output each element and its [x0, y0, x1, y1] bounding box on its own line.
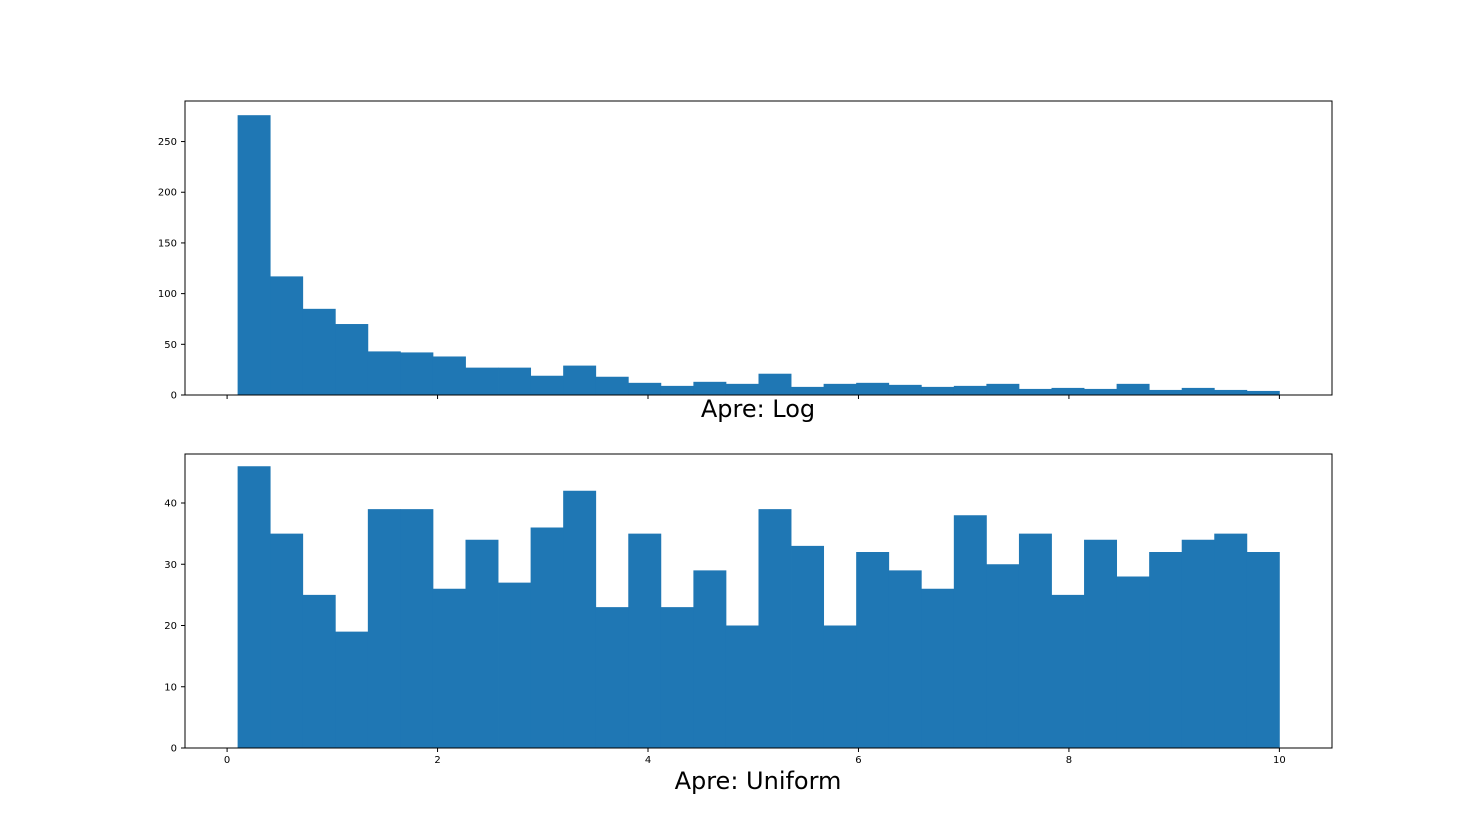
y-tick-label: 100	[158, 289, 177, 300]
histogram-bar	[791, 545, 825, 749]
histogram-bar	[595, 607, 629, 749]
histogram-bar	[270, 533, 304, 749]
y-tick-label: 0	[171, 391, 177, 402]
histogram-bar	[530, 527, 564, 748]
axes-frame	[184, 453, 1333, 749]
y-tick-label: 0	[171, 744, 177, 755]
histogram-bar	[758, 373, 792, 395]
histogram-bar	[1051, 594, 1085, 749]
histogram-bar	[1116, 576, 1150, 748]
histogram-bar	[725, 383, 759, 395]
histogram-bar	[1018, 533, 1052, 749]
histogram-bar	[791, 386, 825, 395]
histogram-bar	[367, 351, 401, 395]
y-tick-label: 200	[158, 188, 177, 199]
histogram-bar	[465, 367, 499, 395]
histogram-bar	[1246, 390, 1280, 395]
histogram-bar	[921, 386, 955, 395]
y-tick-label: 250	[158, 137, 177, 148]
histogram-bar	[432, 356, 466, 395]
histogram-bar	[953, 515, 987, 748]
x-tick-label: 4	[645, 755, 651, 766]
histogram-bar	[400, 509, 434, 749]
histogram-bar	[400, 352, 434, 395]
x-tick-label: 6	[855, 755, 861, 766]
histogram-bar	[498, 582, 532, 749]
x-tick-label: 0	[224, 755, 230, 766]
y-tick-label: 30	[164, 560, 177, 571]
histogram-bar	[1149, 389, 1183, 395]
histogram-bar	[758, 509, 792, 749]
histogram-bar	[823, 625, 857, 748]
histogram-bar	[725, 625, 759, 748]
panel-title: Apre: Uniform	[675, 767, 842, 795]
bar-group	[237, 466, 1280, 749]
histogram-bar	[660, 385, 694, 395]
histogram-bar	[498, 367, 532, 395]
histogram-bar	[1149, 552, 1183, 748]
histogram-bar	[335, 631, 369, 749]
histogram-bar	[302, 594, 336, 749]
histogram-bar	[563, 490, 597, 748]
histogram-bar	[237, 115, 271, 395]
histogram-bar	[856, 382, 890, 395]
bar-group	[237, 115, 1280, 395]
y-axis: 0 50 100 150 200 250	[158, 137, 185, 402]
histogram-bar	[270, 276, 304, 395]
histogram-bar	[237, 466, 271, 748]
histogram-bar	[888, 384, 922, 395]
histogram-bar	[628, 382, 662, 395]
histogram-bar	[1051, 387, 1085, 395]
histogram-panel-uniform: 0 10 20 30 40 0 2 4 6 8 10 Apre: Uniform	[164, 453, 1333, 795]
y-tick-label: 150	[158, 238, 177, 249]
y-axis: 0 10 20 30 40	[164, 499, 185, 755]
histogram-bar	[1018, 388, 1052, 395]
histogram-bar	[660, 607, 694, 749]
histogram-bar	[563, 365, 597, 395]
histogram-bar	[1214, 533, 1248, 749]
x-tick-label: 8	[1066, 755, 1072, 766]
histogram-bar	[823, 383, 857, 395]
histogram-bar	[432, 588, 466, 748]
y-tick-label: 50	[164, 340, 177, 351]
histogram-bar	[302, 308, 336, 395]
x-axis: 0 2 4 6 8 10	[224, 748, 1286, 766]
y-tick-label: 40	[164, 499, 177, 510]
axes-frame	[184, 100, 1333, 396]
histogram-bar	[693, 381, 727, 395]
x-tick-label: 10	[1273, 755, 1286, 766]
histogram-bar	[335, 324, 369, 395]
histogram-bar	[465, 539, 499, 748]
histogram-bar	[1246, 552, 1280, 748]
histogram-bar	[367, 509, 401, 749]
histogram-bar	[628, 533, 662, 749]
histogram-bar	[986, 383, 1020, 395]
y-tick-label: 20	[164, 621, 177, 632]
histogram-bar	[530, 375, 564, 395]
histogram-bar	[1214, 389, 1248, 395]
histogram-bar	[856, 552, 890, 748]
histogram-bar	[1084, 388, 1118, 395]
histogram-bar	[888, 570, 922, 749]
histogram-bar	[595, 376, 629, 395]
histogram-bar	[953, 385, 987, 395]
histogram-bar	[986, 564, 1020, 748]
x-tick-label: 2	[434, 755, 440, 766]
histogram-panel-log: 0 50 100 150 200 250 Apre: Log	[158, 100, 1333, 423]
histogram-bar	[1181, 539, 1215, 748]
x-axis	[226, 395, 1280, 399]
histogram-bar	[693, 570, 727, 749]
panel-title: Apre: Log	[701, 395, 815, 423]
histogram-bar	[1116, 383, 1150, 395]
histogram-bar	[1181, 387, 1215, 395]
histogram-bar	[921, 588, 955, 748]
plot-area	[185, 101, 1332, 395]
y-tick-label: 10	[164, 682, 177, 693]
histogram-bar	[1084, 539, 1118, 748]
